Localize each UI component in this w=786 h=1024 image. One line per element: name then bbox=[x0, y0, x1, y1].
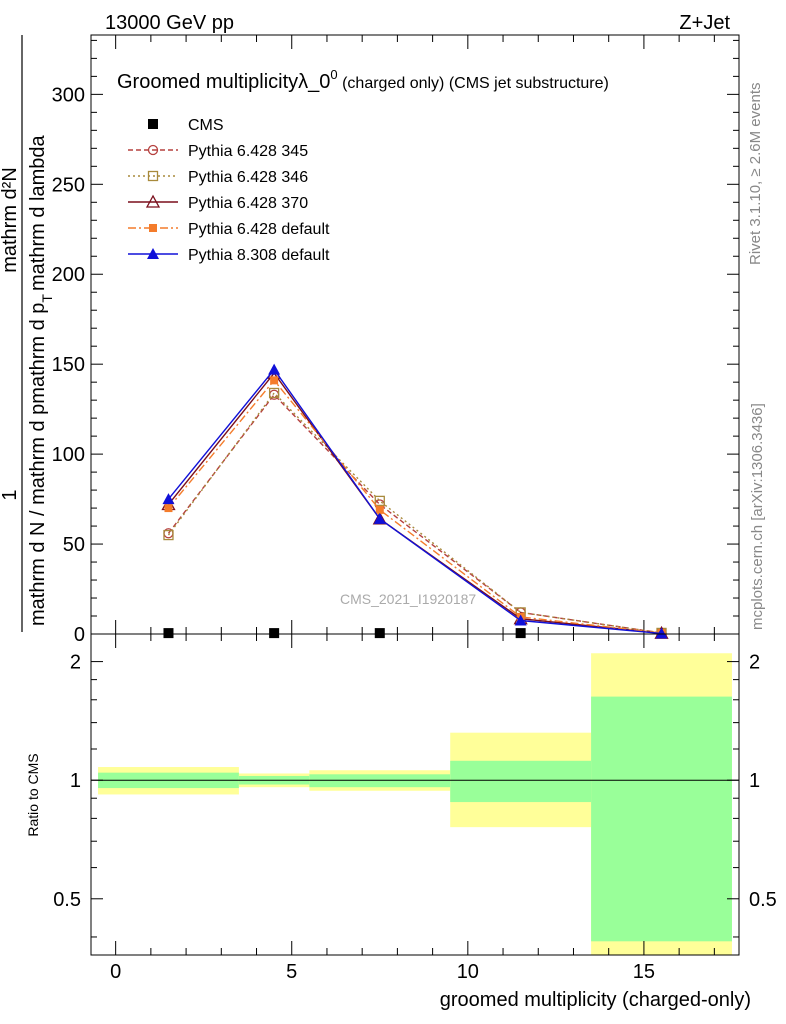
ratio-y-label: Ratio to CMS bbox=[25, 753, 41, 836]
data-point-pyd64 bbox=[164, 504, 173, 513]
legend-item-py346: Pythia 6.428 346 bbox=[128, 169, 308, 186]
legend-marker-py345 bbox=[147, 144, 159, 156]
main-title-superscript: 0 bbox=[330, 67, 337, 82]
series-line-py346 bbox=[167, 391, 662, 634]
main-y-tick-label: 250 bbox=[52, 174, 85, 196]
ylabel-bottom-part-2: mathrm d p bbox=[27, 303, 49, 404]
data-point-cms bbox=[515, 628, 526, 639]
main-x-ticks bbox=[115, 35, 715, 634]
legend-marker-py8 bbox=[147, 248, 159, 259]
legend-item-py345: Pythia 6.428 345 bbox=[128, 143, 308, 160]
legend-marker-cms bbox=[148, 119, 158, 129]
ratio-y-tick-label-right: 2 bbox=[749, 652, 760, 674]
ylabel-numerator: 1 bbox=[0, 489, 21, 500]
data-point-py346 bbox=[163, 529, 174, 541]
ratio-x-tick-label: 5 bbox=[286, 961, 297, 983]
series-cms bbox=[163, 628, 667, 639]
main-title-text: Groomed multiplicityλ_0 bbox=[117, 71, 330, 93]
ylabel-bottom-part-3: mathrm d lambda bbox=[27, 135, 49, 291]
data-point-py8 bbox=[373, 512, 386, 524]
mcplots-label: mcplots.cern.ch [arXiv:1306.3436] bbox=[749, 403, 766, 630]
ylabel-bottom: mathrm d N / mathrm d pmathrm d pTmathrm… bbox=[27, 135, 55, 626]
data-point-cms bbox=[374, 628, 385, 639]
legend-marker-py370 bbox=[145, 194, 161, 208]
data-point-pyd64 bbox=[270, 376, 279, 385]
ratio-y-tick-label-left: 1 bbox=[70, 770, 81, 792]
main-panel: 50 100 150 200 250 300 0 CMS_2021_I1920187 Gro… bbox=[52, 34, 740, 646]
ratio-y-tick-label-left: 2 bbox=[70, 652, 81, 674]
main-y-tick-label: 100 bbox=[52, 444, 85, 466]
data-point-cms bbox=[163, 628, 174, 639]
data-point-cms bbox=[269, 628, 280, 639]
analysis-watermark: CMS_2021_I1920187 bbox=[340, 591, 476, 607]
main-title: Groomed multiplicityλ_00 (charged only) … bbox=[117, 67, 609, 93]
ratio-y-tick-label-right: 0.5 bbox=[749, 889, 777, 911]
main-y-label: 1 mathrm d²N mathrm d N / mathrm d pmath… bbox=[0, 35, 55, 632]
ratio-frame bbox=[90, 633, 740, 956]
ratio-x-tick-label: 0 bbox=[110, 961, 121, 983]
legend-label-cms: CMS bbox=[188, 117, 224, 134]
main-y-tick-label: 200 bbox=[52, 264, 85, 286]
main-y-tick-label: 50 bbox=[63, 534, 85, 556]
legend-label-py345: Pythia 6.428 345 bbox=[188, 143, 308, 160]
ratio-x-tick-label: 10 bbox=[457, 961, 479, 983]
legend-label-py8: Pythia 8.308 default bbox=[188, 247, 330, 264]
ylabel-top: mathrm d²N bbox=[0, 167, 21, 273]
data-point-py8 bbox=[655, 627, 668, 639]
legend-label-py346: Pythia 6.428 346 bbox=[188, 169, 308, 186]
ratio-panel: 0.5 0.5 1 1 2 2 0 5 10 15 Ratio to CMS groomed m… bbox=[25, 633, 777, 1011]
main-y-tick-label: 300 bbox=[52, 84, 85, 106]
legend-item-cms: CMS bbox=[148, 117, 224, 134]
legend-item-py370: Pythia 6.428 370 bbox=[128, 194, 308, 212]
ratio-band-inner bbox=[450, 760, 592, 803]
main-y-tick-label: 150 bbox=[52, 354, 85, 376]
legend-marker-pyd64 bbox=[149, 224, 157, 232]
data-point-pyd64 bbox=[375, 505, 384, 514]
process-label: Z+Jet bbox=[679, 12, 730, 34]
data-point-py346 bbox=[268, 387, 280, 399]
legend-label-pyd64: Pythia 6.428 default bbox=[188, 221, 330, 238]
ratio-bands bbox=[98, 653, 732, 955]
ratio-x-ticks: 0 5 10 15 bbox=[110, 634, 715, 983]
ratio-x-label: groomed multiplicity (charged-only) bbox=[440, 989, 751, 1011]
series-line-py345 bbox=[167, 393, 662, 634]
ratio-y-ticks: 0.5 0.5 1 1 2 2 bbox=[53, 652, 777, 938]
ylabel-bottom-part-1: mathrm d N / mathrm d p bbox=[27, 404, 49, 626]
main-series-group bbox=[161, 363, 669, 639]
ratio-band-inner bbox=[591, 696, 732, 942]
ratio-x-tick-label: 15 bbox=[633, 961, 655, 983]
ratio-y-tick-label-left: 0.5 bbox=[53, 889, 81, 911]
data-point-py346 bbox=[374, 495, 385, 507]
main-y-ticks: 50 100 150 200 250 300 0 bbox=[52, 39, 739, 646]
data-point-py8 bbox=[268, 363, 281, 375]
energy-label: 13000 GeV pp bbox=[105, 12, 234, 34]
series-py8 bbox=[162, 363, 668, 639]
legend: CMS Pythia 6.428 345 Pythia 6.428 346 Pythi… bbox=[128, 117, 330, 264]
legend-label-py370: Pythia 6.428 370 bbox=[188, 195, 308, 212]
ratio-band-inner bbox=[309, 774, 451, 788]
main-y-tick-label: 0 bbox=[74, 624, 85, 646]
data-point-py8 bbox=[162, 493, 175, 505]
rivet-version-label: Rivet 3.1.10, ≥ 2.6M events bbox=[747, 83, 764, 266]
ratio-y-tick-label-right: 1 bbox=[749, 770, 760, 792]
data-point-py8 bbox=[514, 614, 527, 626]
legend-marker-py346 bbox=[147, 170, 159, 182]
main-title-rest: (charged only) (CMS jet substructure) bbox=[338, 75, 609, 92]
legend-item-pyd64: Pythia 6.428 default bbox=[128, 221, 330, 238]
legend-item-py8: Pythia 8.308 default bbox=[128, 247, 330, 264]
ylabel-bottom-subscript: T bbox=[39, 294, 55, 303]
